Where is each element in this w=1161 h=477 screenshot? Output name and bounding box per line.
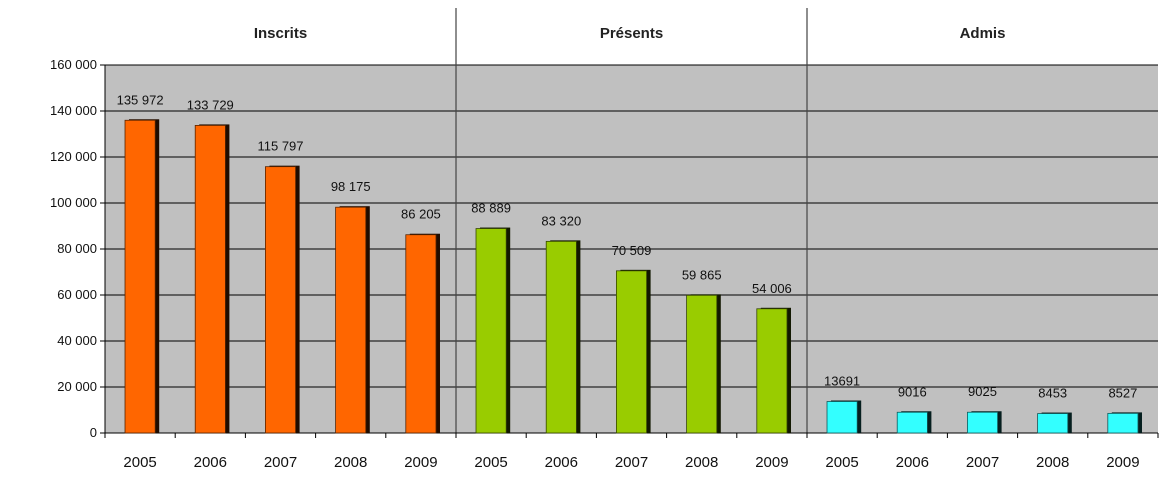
y-tick-label: 60 000 [57,287,97,302]
bar [545,240,581,434]
x-tick-label: 2007 [615,454,648,471]
group-title: Présents [600,25,663,42]
data-label: 115 797 [257,139,303,154]
data-label: 135 972 [117,92,164,107]
data-label: 98 175 [331,179,371,194]
bar [475,227,511,434]
x-tick-label: 2009 [404,454,437,471]
bar [124,119,160,434]
x-tick-label: 2009 [1106,454,1139,471]
bar [405,233,440,434]
bar [1037,412,1072,434]
data-label: 70 509 [612,243,652,258]
group-title: Inscrits [254,25,307,42]
bar [826,400,862,434]
x-tick-label: 2008 [1036,454,1069,471]
bar [756,307,791,434]
bar [896,411,932,434]
bar [1107,412,1142,434]
bar [194,124,230,434]
y-tick-label: 100 000 [50,195,97,210]
x-tick-label: 2008 [685,454,718,471]
y-axis-ticks: 0 20 000 40 000 60 000 80 000 100 000 120 000 1… [50,57,105,440]
y-tick-label: 160 000 [50,57,97,72]
data-label: 88 889 [471,201,511,216]
bar [616,269,651,434]
x-tick-label: 2007 [264,454,297,471]
data-label: 9016 [898,384,927,399]
data-label: 13691 [824,374,860,389]
x-axis-ticks: 2005 2006 2007 2008 2009 2005 2006 2007 2008 2009… [104,433,1159,471]
data-label: 133 729 [187,97,234,112]
data-labels: 135 972 133 729 115 797 98 175 86 205 88 889 8… [117,92,1138,400]
x-tick-label: 2005 [825,454,858,471]
x-tick-label: 2006 [545,454,578,471]
group-title: Admis [960,25,1006,42]
data-label: 86 205 [401,207,441,222]
x-tick-label: 2008 [334,454,367,471]
bar [335,206,370,434]
y-tick-label: 120 000 [50,149,97,164]
data-label: 8527 [1108,385,1137,400]
bar [265,165,300,434]
x-tick-label: 2009 [755,454,788,471]
data-label: 59 865 [682,267,722,282]
data-label: 54 006 [752,281,792,296]
bars [124,119,1142,434]
group-header: Inscrits Présents Admis [254,25,1006,42]
y-tick-label: 20 000 [57,379,97,394]
x-tick-label: 2007 [966,454,999,471]
y-tick-label: 40 000 [57,333,97,348]
x-tick-label: 2006 [896,454,929,471]
data-label: 83 320 [541,213,581,228]
x-tick-label: 2005 [474,454,507,471]
x-tick-label: 2005 [123,454,156,471]
y-tick-label: 140 000 [50,103,97,118]
bar [686,294,721,434]
y-tick-label: 80 000 [57,241,97,256]
y-tick-label: 0 [90,425,97,440]
bar [967,411,1002,434]
group-separators [455,8,808,433]
data-label: 8453 [1038,386,1067,401]
x-tick-label: 2006 [194,454,227,471]
data-label: 9025 [968,384,997,399]
